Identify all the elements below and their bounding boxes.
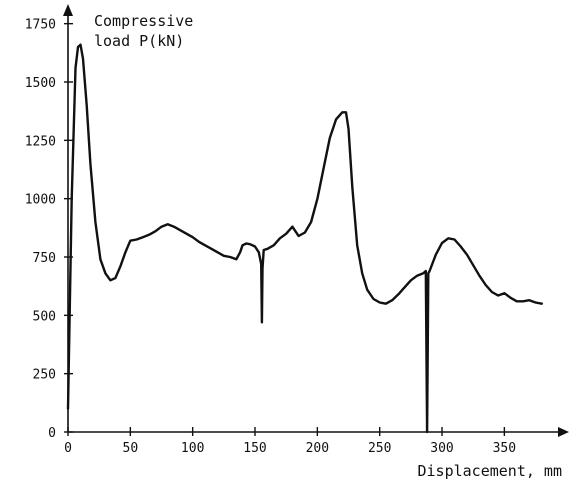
y-axis-label: load P(kN): [94, 32, 184, 50]
load-displacement-curve: [66, 43, 543, 434]
y-tick-label: 750: [33, 251, 56, 266]
x-axis-arrowhead: [558, 427, 569, 437]
x-tick-label: 250: [368, 441, 391, 456]
x-tick-label: 350: [493, 441, 516, 456]
data-series: [66, 43, 543, 434]
y-tick-label: 1000: [25, 193, 56, 208]
y-tick-label: 250: [33, 368, 56, 383]
y-tick-label: 1250: [25, 134, 56, 149]
y-axis-label: Compressive: [94, 12, 193, 30]
x-tick-label: 100: [181, 441, 204, 456]
y-tick-label: 1750: [25, 18, 56, 33]
x-tick-label: 0: [64, 441, 72, 456]
y-tick-label: 0: [48, 426, 56, 441]
y-axis-arrowhead: [63, 4, 73, 16]
x-tick-label: 300: [430, 441, 453, 456]
y-tick-label: 1500: [25, 76, 56, 91]
y-tick-label: 500: [33, 309, 56, 324]
axes: [63, 4, 569, 437]
x-axis-label: Displacement, mm: [418, 462, 563, 480]
axis-labels: 0 50 100 150 200 250 300 350 0 250 500 750 1000 1250 1…: [25, 12, 562, 480]
x-tick-label: 150: [243, 441, 266, 456]
x-tick-label: 50: [123, 441, 139, 456]
tick-marks: [64, 22, 506, 436]
x-tick-label: 200: [306, 441, 329, 456]
